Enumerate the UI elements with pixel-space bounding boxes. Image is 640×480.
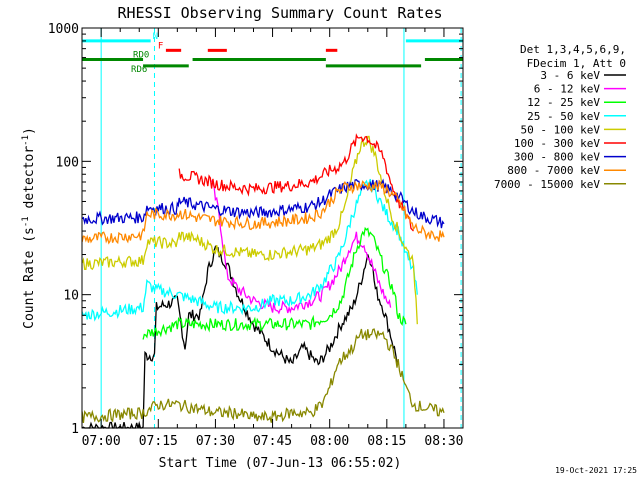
footer-timestamp: 19-Oct-2021 17:25 <box>555 466 637 475</box>
state-bar-label-n: N <box>153 32 158 42</box>
legend-header-line-1: Det 1,3,4,5,6,9, <box>520 43 626 56</box>
y-tick-label: 1 <box>71 422 79 437</box>
legend-label-3-6-kev: 3 - 6 keV <box>540 69 600 82</box>
series-line-300-800-kev <box>81 178 445 229</box>
x-axis: 07:00 07:15 07:30 07:45 08:00 08:15 08:30 <box>82 28 464 449</box>
y-axis-label-end: ) <box>22 127 37 135</box>
legend-label-12-25-kev: 12 - 25 keV <box>527 96 600 109</box>
chart-title: RHESSI Observing Summary Count Rates <box>117 4 442 22</box>
state-bar-label-f: F <box>158 41 163 51</box>
series-line-100-300-kev <box>178 133 414 232</box>
series-line-7000-15000-kev <box>81 328 445 423</box>
y-axis-label-mid: detector <box>22 146 37 217</box>
y-axis-label: Count Rate (s-1 detector-1) <box>21 127 37 329</box>
legend-label-50-100-kev: 50 - 100 keV <box>521 123 601 136</box>
y-axis: 1 10 100 1000 <box>48 22 463 437</box>
x-tick-label: 08:00 <box>310 434 349 449</box>
x-tick-label: 07:00 <box>82 434 121 449</box>
legend-label-7000-15000-kev: 7000 - 15000 keV <box>494 178 600 191</box>
y-axis-label-main: Count Rate (s <box>22 227 37 329</box>
series-line-800-7000-kev <box>81 179 445 245</box>
legend-label-100-300-kev: 100 - 300 keV <box>514 137 600 150</box>
legend-header-line-2: FDecim 1, Att 0 <box>527 57 626 70</box>
x-axis-label: Start Time (07-Jun-13 06:55:02) <box>159 456 402 471</box>
y-axis-label-sup2: -1 <box>21 135 31 146</box>
y-tick-label: 1000 <box>48 22 79 37</box>
x-tick-label: 07:15 <box>139 434 178 449</box>
series-line-3-6-kev <box>81 245 399 429</box>
state-bars: NF RD0 RD6 <box>82 32 463 75</box>
x-tick-label: 07:30 <box>196 434 235 449</box>
y-tick-label: 10 <box>63 289 79 304</box>
legend-label-6-12-kev: 6 - 12 keV <box>534 83 601 96</box>
series-line-50-100-kev <box>81 135 418 325</box>
legend: Det 1,3,4,5,6,9, FDecim 1, Att 0 3 - 6 k… <box>494 43 626 191</box>
series-line-12-25-kev <box>142 226 407 340</box>
series-group <box>81 133 445 429</box>
legend-label-300-800-kev: 300 - 800 keV <box>514 151 600 164</box>
state-bar-label-rd0: RD0 <box>133 51 149 61</box>
plot-frame <box>81 27 464 429</box>
plot-area <box>100 28 462 428</box>
y-tick-label: 100 <box>56 155 79 170</box>
state-bar-label-rd6: RD6 <box>131 65 147 75</box>
x-tick-label: 07:45 <box>253 434 292 449</box>
x-tick-label: 08:30 <box>424 434 463 449</box>
x-tick-label: 08:15 <box>367 434 406 449</box>
legend-label-25-50-kev: 25 - 50 keV <box>527 110 600 123</box>
legend-label-800-7000-kev: 800 - 7000 keV <box>507 164 600 177</box>
y-axis-label-sup1: -1 <box>21 216 31 227</box>
